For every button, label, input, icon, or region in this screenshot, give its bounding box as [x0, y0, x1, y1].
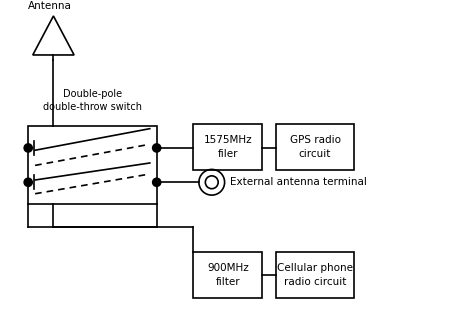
- Text: 900MHz
filter: 900MHz filter: [207, 263, 249, 287]
- Bar: [276, 252, 354, 298]
- Text: External antenna terminal: External antenna terminal: [230, 177, 367, 187]
- Text: Antenna: Antenna: [28, 1, 72, 11]
- Text: Double-pole
double-throw switch: Double-pole double-throw switch: [43, 89, 142, 113]
- Bar: [276, 124, 354, 170]
- Text: Cellular phone
radio circuit: Cellular phone radio circuit: [277, 263, 353, 287]
- Bar: [193, 252, 262, 298]
- Circle shape: [153, 178, 161, 186]
- Circle shape: [153, 144, 161, 152]
- Text: 1575MHz
filer: 1575MHz filer: [203, 135, 252, 159]
- Circle shape: [24, 144, 32, 152]
- Text: GPS radio
circuit: GPS radio circuit: [290, 135, 340, 159]
- Circle shape: [24, 178, 32, 186]
- Bar: [193, 124, 262, 170]
- Bar: [28, 126, 157, 204]
